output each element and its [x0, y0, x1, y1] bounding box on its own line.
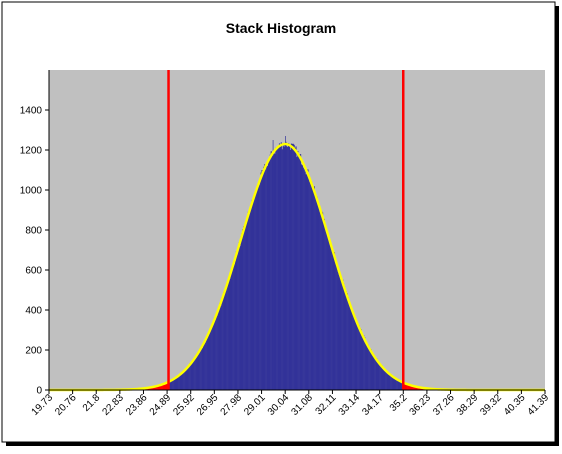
y-tick-label: 600 — [25, 266, 42, 277]
histogram-spike — [285, 136, 286, 390]
chart-title: Stack Histogram — [226, 20, 336, 36]
y-tick-label: 1000 — [20, 186, 43, 197]
y-tick-label: 1400 — [20, 106, 43, 117]
histogram-spike — [273, 140, 274, 390]
plot-area — [49, 70, 545, 390]
y-tick-label: 1200 — [20, 146, 43, 157]
y-tick-label: 800 — [25, 226, 42, 237]
y-tick-label: 0 — [36, 386, 42, 397]
y-tick-label: 400 — [25, 306, 42, 317]
y-tick-label: 200 — [25, 346, 42, 357]
